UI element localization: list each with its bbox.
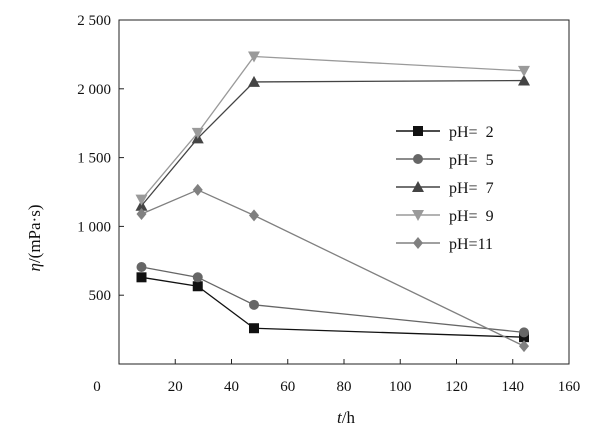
x-axis-title: t/h bbox=[337, 408, 355, 427]
x-tick-label: 120 bbox=[445, 379, 468, 395]
x-tick-label: 100 bbox=[389, 379, 412, 395]
x-tick-label: 140 bbox=[502, 379, 525, 395]
axes bbox=[118, 19, 570, 365]
data-point bbox=[519, 340, 529, 353]
y-tick-label: 2 500 bbox=[77, 13, 111, 29]
series-line bbox=[141, 55, 525, 200]
x-tick-label: 60 bbox=[280, 379, 295, 395]
series-5 bbox=[136, 183, 529, 353]
data-point bbox=[136, 272, 147, 283]
data-point bbox=[135, 194, 148, 206]
legend-entry: pH= 7 bbox=[396, 180, 494, 197]
x-tick-label: 80 bbox=[337, 379, 352, 395]
legend-marker bbox=[412, 181, 424, 192]
legend-marker bbox=[413, 154, 423, 164]
plot-frame bbox=[118, 19, 570, 365]
legend-marker bbox=[413, 126, 423, 136]
series-line bbox=[141, 79, 525, 207]
data-point bbox=[519, 327, 529, 338]
data-point bbox=[136, 208, 147, 221]
legend-label: pH=11 bbox=[449, 236, 493, 253]
series-2 bbox=[136, 261, 529, 338]
legend-entry: pH= 5 bbox=[396, 152, 494, 169]
data-point bbox=[518, 74, 530, 86]
data-point bbox=[248, 51, 260, 63]
data-point bbox=[518, 65, 530, 77]
data-point bbox=[136, 261, 147, 272]
series-line bbox=[141, 276, 525, 338]
series-line bbox=[141, 189, 525, 347]
series-line bbox=[141, 266, 525, 333]
y-tick-label: 1 000 bbox=[77, 219, 111, 235]
y-axis-title: η/(mPa·s) bbox=[25, 205, 44, 272]
data-point bbox=[248, 75, 260, 87]
legend-entry: pH= 2 bbox=[396, 124, 494, 141]
x-tick-label: 40 bbox=[224, 379, 239, 395]
legend: pH= 2 pH= 5 pH= 7 pH= 9 pH=11 bbox=[396, 124, 494, 253]
data-point bbox=[191, 127, 204, 139]
legend-marker bbox=[412, 210, 424, 221]
legend-label: pH= 9 bbox=[449, 208, 494, 225]
data-point bbox=[249, 323, 259, 334]
x-tick-label: 0 bbox=[93, 379, 101, 395]
series-1 bbox=[136, 272, 529, 343]
legend-entry: pH= 9 bbox=[396, 208, 494, 225]
series-4 bbox=[135, 51, 530, 206]
tick-labels: 0 20 40 60 80 100 120 140 160 500 1 000 1 500 2 000 2… bbox=[77, 13, 580, 395]
x-tick-label: 20 bbox=[168, 379, 183, 395]
legend-marker bbox=[413, 237, 423, 249]
x-tick-label: 160 bbox=[558, 379, 581, 395]
data-point bbox=[249, 209, 259, 222]
y-tick-label: 2 000 bbox=[77, 82, 111, 98]
data-point bbox=[192, 183, 203, 196]
legend-entry: pH=11 bbox=[396, 236, 493, 253]
data-point bbox=[192, 281, 203, 292]
data-point bbox=[249, 299, 259, 310]
data-point bbox=[192, 272, 203, 283]
legend-label: pH= 5 bbox=[449, 152, 494, 169]
y-tick-label: 1 500 bbox=[77, 151, 111, 167]
data-series bbox=[135, 51, 530, 353]
legend-label: pH= 7 bbox=[449, 180, 494, 197]
y-tick-label: 500 bbox=[89, 288, 112, 304]
legend-label: pH= 2 bbox=[449, 124, 494, 141]
